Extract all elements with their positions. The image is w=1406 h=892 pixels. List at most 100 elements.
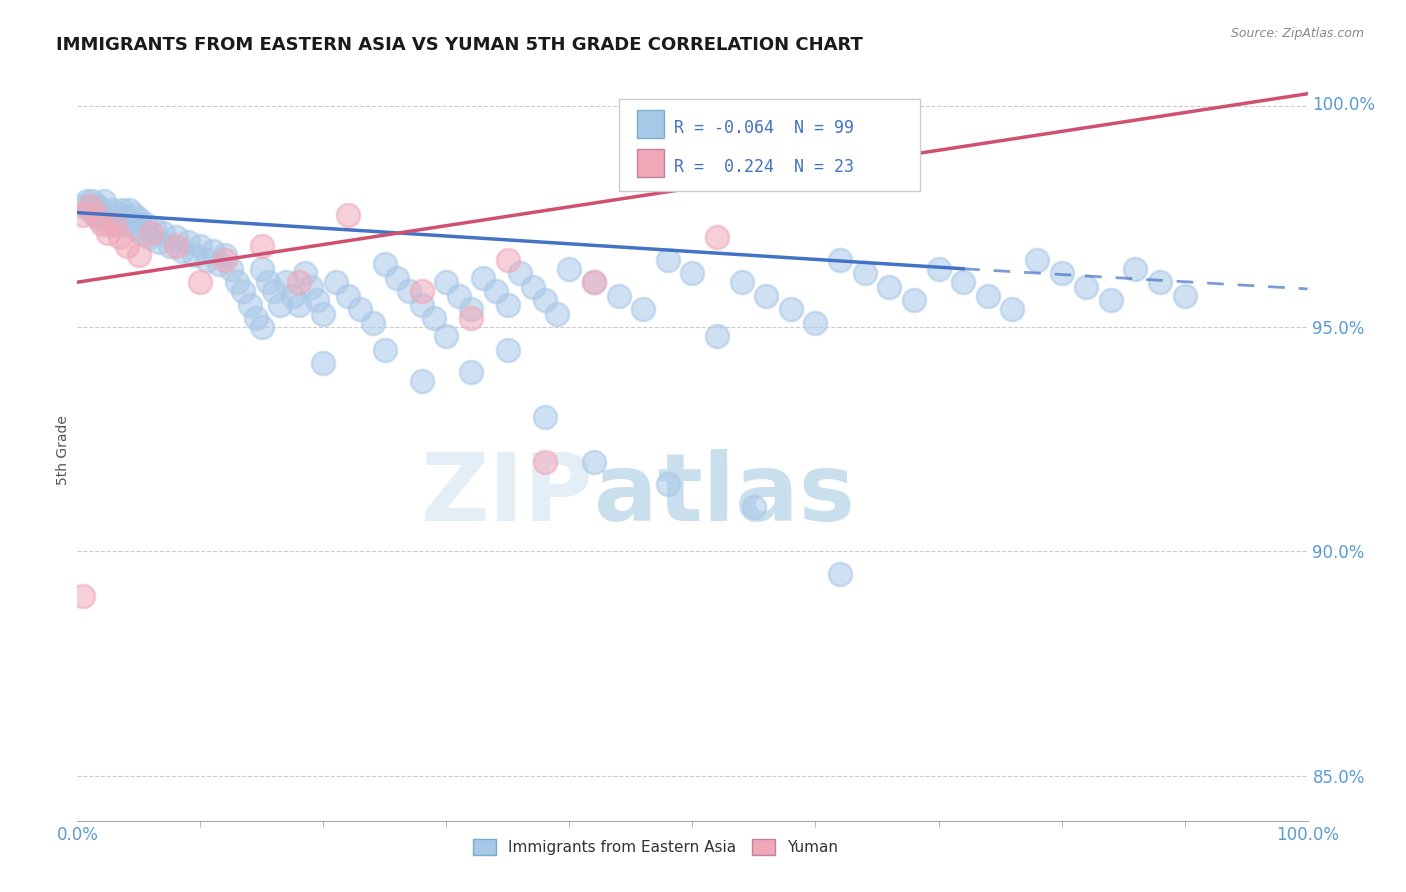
- Point: [349, 302, 371, 317]
- Point: [165, 239, 187, 253]
- Point: [977, 288, 1000, 302]
- Point: [496, 252, 519, 267]
- Point: [72, 208, 94, 222]
- Point: [1174, 288, 1197, 302]
- Point: [374, 257, 396, 271]
- Point: [121, 217, 143, 231]
- Point: [496, 343, 519, 357]
- Point: [148, 235, 170, 249]
- Point: [731, 275, 754, 289]
- Point: [853, 266, 876, 280]
- Point: [83, 208, 105, 222]
- Point: [97, 226, 120, 240]
- Point: [142, 221, 165, 235]
- Point: [307, 293, 329, 307]
- Point: [128, 212, 150, 227]
- Point: [460, 365, 482, 379]
- Point: [1001, 302, 1024, 317]
- Point: [72, 589, 94, 603]
- Point: [706, 230, 728, 244]
- Point: [804, 316, 827, 330]
- Point: [134, 217, 156, 231]
- Point: [485, 284, 508, 298]
- Point: [276, 275, 298, 289]
- Point: [447, 288, 470, 302]
- Point: [830, 566, 852, 581]
- Point: [188, 239, 212, 253]
- Point: [115, 212, 138, 227]
- Point: [472, 270, 495, 285]
- Point: [952, 275, 974, 289]
- Point: [84, 208, 107, 222]
- Point: [312, 356, 335, 370]
- Point: [361, 316, 384, 330]
- Point: [89, 212, 111, 227]
- Point: [546, 307, 568, 321]
- Point: [79, 203, 101, 218]
- Text: atlas: atlas: [595, 449, 855, 541]
- Point: [281, 288, 304, 302]
- Point: [165, 230, 187, 244]
- Point: [96, 208, 118, 222]
- Point: [111, 203, 132, 218]
- Point: [98, 217, 121, 231]
- Point: [138, 230, 160, 244]
- Point: [115, 239, 138, 253]
- Point: [245, 311, 267, 326]
- Point: [1149, 275, 1171, 289]
- Point: [583, 275, 606, 289]
- Point: [103, 212, 125, 227]
- Point: [79, 199, 101, 213]
- Legend: Immigrants from Eastern Asia, Yuman: Immigrants from Eastern Asia, Yuman: [467, 833, 844, 861]
- FancyBboxPatch shape: [637, 149, 664, 178]
- Point: [214, 248, 236, 262]
- Point: [129, 226, 153, 240]
- Point: [90, 203, 114, 218]
- Point: [879, 279, 901, 293]
- Point: [201, 244, 224, 258]
- Point: [1076, 279, 1098, 293]
- Point: [250, 320, 273, 334]
- Point: [337, 208, 360, 222]
- Point: [257, 275, 280, 289]
- Point: [460, 302, 482, 317]
- Point: [159, 239, 181, 253]
- Point: [122, 208, 145, 222]
- Point: [583, 275, 606, 289]
- Point: [86, 199, 108, 213]
- Point: [128, 248, 150, 262]
- Point: [755, 288, 778, 302]
- Point: [294, 266, 316, 280]
- Point: [633, 302, 655, 317]
- Point: [105, 208, 128, 222]
- Point: [208, 257, 231, 271]
- Point: [1026, 252, 1049, 267]
- Point: [239, 298, 262, 312]
- Text: R =  0.224  N = 23: R = 0.224 N = 23: [673, 158, 853, 177]
- Point: [125, 221, 148, 235]
- Y-axis label: 5th Grade: 5th Grade: [56, 416, 70, 485]
- Point: [110, 230, 132, 244]
- Point: [534, 409, 557, 424]
- Point: [108, 217, 131, 231]
- Point: [195, 252, 218, 267]
- Point: [928, 261, 950, 276]
- Point: [337, 288, 360, 302]
- Point: [76, 194, 98, 209]
- Point: [1099, 293, 1122, 307]
- Point: [93, 194, 115, 209]
- Point: [496, 298, 519, 312]
- Point: [226, 275, 249, 289]
- Point: [183, 248, 205, 262]
- Point: [299, 279, 322, 293]
- Point: [534, 455, 557, 469]
- Point: [288, 298, 311, 312]
- Point: [82, 194, 104, 209]
- Point: [411, 284, 433, 298]
- Point: [141, 226, 163, 240]
- Point: [177, 235, 200, 249]
- Point: [152, 226, 174, 240]
- Text: Source: ZipAtlas.com: Source: ZipAtlas.com: [1230, 27, 1364, 40]
- Point: [460, 311, 482, 326]
- Point: [657, 252, 679, 267]
